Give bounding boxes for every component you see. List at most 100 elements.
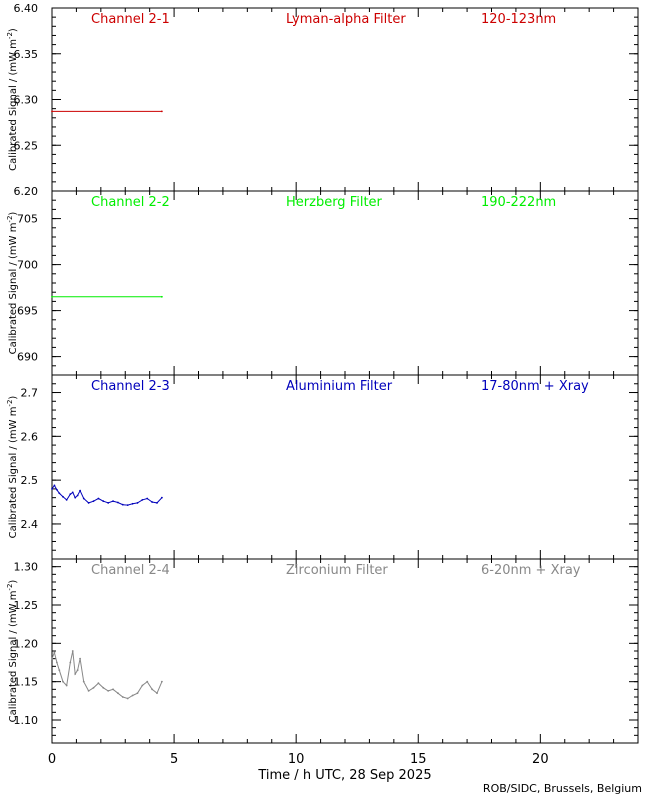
series-line [51, 484, 163, 506]
x-tick-label: 20 [532, 752, 549, 767]
data-point [51, 110, 53, 113]
y-axis-label: Calibrated Signal / (mW m-2) [6, 396, 19, 539]
y-tick-label: 6.20 [14, 185, 39, 198]
data-point [79, 657, 81, 660]
data-point [131, 694, 134, 697]
y-tick-label: 6.35 [14, 48, 39, 61]
data-point [53, 484, 56, 487]
data-point [53, 651, 56, 654]
y-axis-label: Calibrated Signal / (mW m-2) [6, 28, 19, 171]
channel-label: Channel 2-2 [91, 195, 170, 210]
filter-label: Herzberg Filter [286, 195, 383, 210]
plot-frame [51, 7, 639, 192]
chart-panel-3: 2.4 2.5 2.6 2.7 Channel 2-3 Aluminium Filter 1… [6, 374, 639, 560]
y-tick-label: 1.10 [14, 714, 39, 727]
data-point [55, 661, 58, 664]
data-point [55, 488, 58, 491]
y-tick-label: 2.5 [21, 474, 39, 487]
data-point [121, 503, 124, 506]
x-axis-label: Time / h UTC, 28 Sep 2025 [257, 768, 431, 783]
data-point [146, 497, 149, 500]
plot-frame [51, 190, 639, 376]
data-point [141, 684, 144, 687]
data-point [151, 501, 154, 503]
data-point [51, 295, 53, 298]
band-label: 190-222nm [481, 195, 556, 210]
y-tick-label: 705 [17, 213, 38, 226]
data-point [69, 661, 72, 664]
data-point [117, 501, 119, 504]
credit-text: ROB/SIDC, Brussels, Belgium [483, 782, 642, 795]
data-point [76, 669, 79, 672]
data-point [126, 504, 129, 507]
chart-panel-4: 1.10 1.15 1.20 1.25 1.30 Channel 2-4 Zirconium… [6, 558, 639, 744]
y-tick-label: 6.40 [14, 2, 39, 15]
y-axis-label: Calibrated Signal / (mW m-2) [6, 212, 19, 355]
data-point [121, 696, 124, 698]
data-point [79, 489, 81, 492]
plot-frame [51, 374, 639, 560]
band-label: 6-20nm + Xray [481, 563, 581, 578]
data-point [160, 680, 163, 683]
series-line [51, 650, 163, 700]
x-tick-label: 0 [48, 752, 56, 767]
y-tick-label: 2.6 [21, 430, 39, 443]
y-tick-label: 690 [17, 351, 38, 364]
data-point [69, 493, 72, 496]
band-label: 17-80nm + Xray [481, 379, 589, 394]
plot-frame [51, 558, 639, 744]
data-point [156, 502, 158, 504]
y-tick-label: 2.7 [21, 387, 39, 400]
data-point [160, 295, 163, 298]
data-point [71, 491, 74, 494]
data-point [146, 680, 149, 683]
chart-panel-2: 690 695 700 705 Channel 2-2 Herzberg Filter 19… [6, 190, 639, 376]
data-point [92, 686, 95, 689]
data-point [74, 673, 77, 675]
data-point [156, 692, 158, 695]
data-point [97, 682, 100, 685]
data-point [76, 494, 79, 497]
x-tick-label: 15 [410, 752, 427, 767]
data-point [117, 692, 119, 695]
data-point [82, 497, 85, 500]
data-point [71, 650, 74, 652]
data-point [131, 502, 134, 505]
data-point [102, 686, 105, 689]
data-point [160, 110, 163, 113]
x-tick-label: 5 [170, 752, 178, 767]
data-point [87, 502, 90, 504]
data-point [136, 692, 139, 695]
y-axis-label: Calibrated Signal / (mW m-2) [6, 580, 19, 723]
data-point [62, 495, 64, 498]
chart-panels: 6.20 6.25 6.30 6.35 6.40 Channel 2-1 Lyman-alp… [6, 2, 639, 744]
data-point [112, 688, 114, 691]
data-point [141, 498, 144, 501]
y-tick-label: 1.30 [14, 561, 39, 574]
y-tick-label: 6.30 [14, 94, 39, 107]
x-tick-label: 10 [288, 752, 305, 767]
data-point [107, 502, 110, 504]
data-point [65, 684, 68, 687]
data-point [82, 680, 85, 683]
channel-label: Channel 2-3 [91, 379, 170, 394]
data-point [92, 500, 95, 503]
filter-label: Aluminium Filter [286, 379, 393, 394]
filter-label: Lyman-alpha Filter [286, 12, 406, 27]
data-point [112, 500, 114, 503]
data-point [151, 688, 154, 691]
data-point [87, 689, 90, 692]
y-tick-label: 1.25 [14, 599, 39, 612]
channel-label: Channel 2-1 [91, 12, 170, 27]
chart-panel-1: 6.20 6.25 6.30 6.35 6.40 Channel 2-1 Lyman-alp… [6, 2, 639, 198]
data-point [58, 669, 61, 672]
data-point [97, 497, 100, 500]
y-tick-label: 1.15 [14, 676, 39, 689]
data-point [136, 502, 139, 504]
data-point [160, 496, 163, 499]
data-point [51, 657, 53, 660]
y-tick-label: 1.20 [14, 637, 39, 650]
band-label: 120-123nm [481, 12, 556, 27]
data-point [65, 498, 68, 501]
